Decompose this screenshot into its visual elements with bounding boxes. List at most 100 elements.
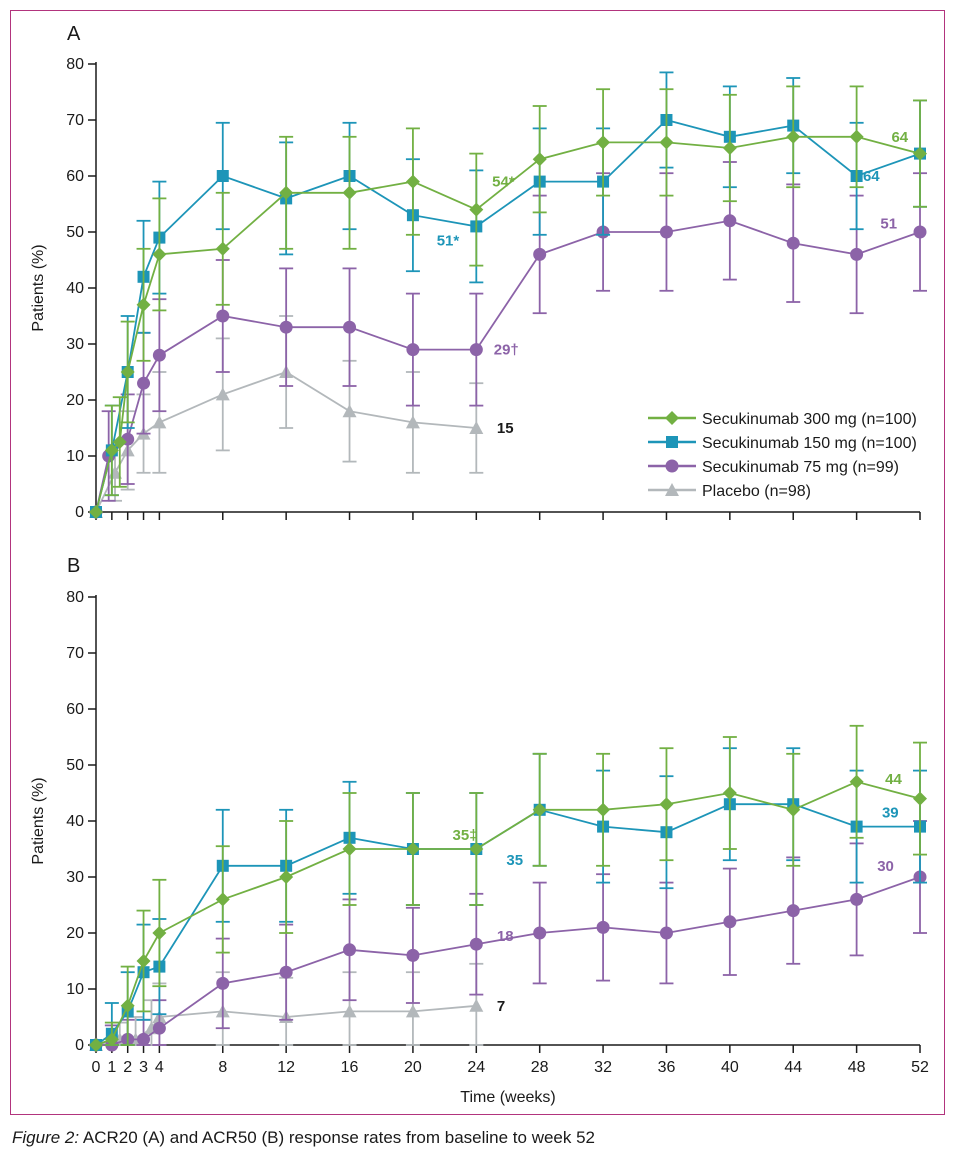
x-tick-label: 16 [341, 1059, 359, 1076]
series-line [95, 803, 920, 1046]
legend-label: Secukinumab 300 mg (n=100) [702, 411, 917, 428]
value-annotation: 15 [497, 420, 514, 437]
data-point [786, 129, 801, 144]
data-point [279, 965, 293, 979]
x-axis-title: Time (weeks) [460, 1089, 555, 1106]
data-point [532, 802, 547, 817]
data-point [104, 443, 119, 458]
data-point [596, 135, 611, 150]
y-tick-label: 20 [66, 392, 84, 409]
data-point [659, 135, 674, 150]
data-point [533, 926, 547, 940]
y-tick-label: 10 [66, 981, 84, 998]
figure-caption: Figure 2: ACR20 (A) and ACR50 (B) respon… [12, 1128, 595, 1148]
value-annotation: 29† [494, 342, 519, 359]
x-tick-label: 28 [531, 1059, 549, 1076]
data-point [279, 870, 294, 884]
y-tick-label: 80 [66, 589, 84, 606]
y-axis-title: Patients (%) [30, 244, 47, 331]
data-point [112, 435, 127, 449]
x-tick-label: 0 [92, 1059, 101, 1076]
legend: Secukinumab 300 mg (n=100) Secukinumab 15… [648, 411, 917, 500]
data-point [216, 309, 230, 323]
data-point [723, 915, 737, 929]
x-tick-label: 44 [784, 1059, 802, 1076]
data-point [343, 320, 357, 334]
series-line [95, 135, 921, 513]
y-tick-label: 40 [66, 280, 84, 297]
data-point [152, 1021, 166, 1035]
y-tick-label: 50 [66, 224, 84, 241]
data-point [216, 976, 230, 990]
value-annotation: 39 [882, 805, 899, 822]
legend-label: Secukinumab 150 mg (n=100) [702, 435, 917, 452]
y-tick-label: 60 [66, 168, 84, 185]
data-point [596, 802, 611, 817]
data-point [152, 415, 167, 429]
data-point [469, 421, 484, 434]
y-tick-label: 10 [66, 448, 84, 465]
data-point [137, 376, 151, 390]
data-point [722, 141, 737, 155]
data-point [406, 343, 420, 357]
data-point [786, 802, 801, 817]
y-tick-label: 80 [66, 56, 84, 73]
value-annotation: 51* [437, 232, 460, 249]
x-tick-label: 4 [155, 1059, 164, 1076]
y-tick-label: 0 [75, 1037, 84, 1054]
x-tick-label: 40 [721, 1059, 739, 1076]
legend-label: Placebo (n=98) [702, 483, 811, 500]
y-tick-label: 70 [66, 112, 84, 129]
data-point [722, 786, 737, 800]
data-point [215, 387, 230, 401]
data-point [913, 225, 927, 239]
value-annotation: 44 [885, 771, 902, 788]
data-point [786, 236, 800, 250]
y-axis-title: Patients (%) [30, 777, 47, 864]
series-s300 [89, 85, 927, 519]
data-point [279, 185, 294, 200]
data-point [533, 247, 547, 261]
data-point [152, 247, 167, 262]
caption-text: ACR20 (A) and ACR50 (B) response rates f… [79, 1128, 596, 1147]
data-point [405, 415, 420, 429]
data-point [342, 404, 357, 418]
data-point [405, 1004, 420, 1018]
data-point [406, 948, 420, 962]
data-point [469, 202, 484, 217]
data-point [137, 1032, 151, 1046]
legend-marker [665, 483, 679, 496]
data-point [850, 892, 864, 906]
data-point [104, 1032, 119, 1047]
x-tick-label: 52 [911, 1059, 929, 1076]
value-annotation: 64 [891, 129, 908, 146]
data-point [659, 225, 673, 239]
x-tick-label: 24 [467, 1059, 485, 1076]
data-point [850, 247, 864, 261]
data-point [723, 214, 737, 228]
data-point [469, 842, 484, 856]
chart-panel-a: A 0 10 20 30 40 50 60 70 80 Patients (%) 54* 51* 29† 1… [30, 23, 927, 521]
data-point [89, 1038, 103, 1052]
legend-label: Secukinumab 75 mg (n=99) [702, 459, 899, 476]
data-point [120, 998, 135, 1013]
value-annotation: 18 [497, 928, 514, 945]
legend-marker [665, 411, 679, 425]
y-tick-label: 0 [75, 504, 84, 521]
series-line [95, 371, 477, 513]
data-point [342, 842, 357, 856]
panel-label: B [67, 555, 80, 577]
y-tick-label: 50 [66, 757, 84, 774]
y-tick-label: 20 [66, 925, 84, 942]
value-annotation: 64 [863, 168, 880, 185]
x-tick-label: 48 [848, 1059, 866, 1076]
data-point [342, 1004, 357, 1018]
data-point [152, 926, 167, 940]
data-point [215, 241, 230, 256]
data-point [89, 505, 103, 519]
data-point [216, 170, 229, 182]
legend-marker [665, 459, 679, 473]
data-point [596, 920, 610, 934]
data-point [405, 174, 420, 189]
